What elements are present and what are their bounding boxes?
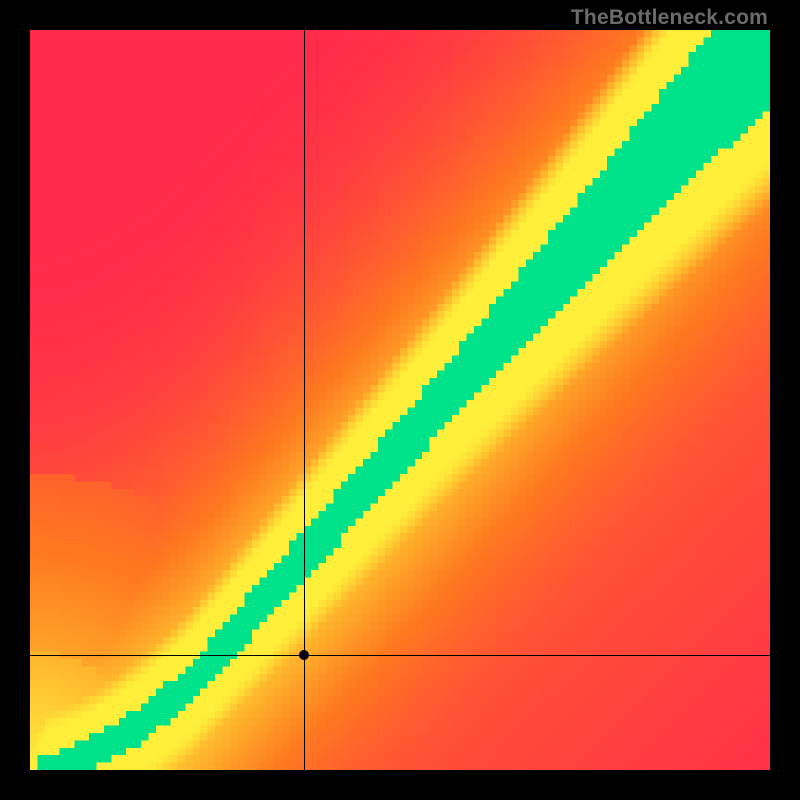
crosshair-horizontal (30, 655, 770, 656)
bottleneck-heatmap (30, 30, 770, 770)
watermark-text: TheBottleneck.com (571, 6, 768, 30)
crosshair-marker (299, 650, 309, 660)
chart-container: TheBottleneck.com (0, 0, 800, 800)
